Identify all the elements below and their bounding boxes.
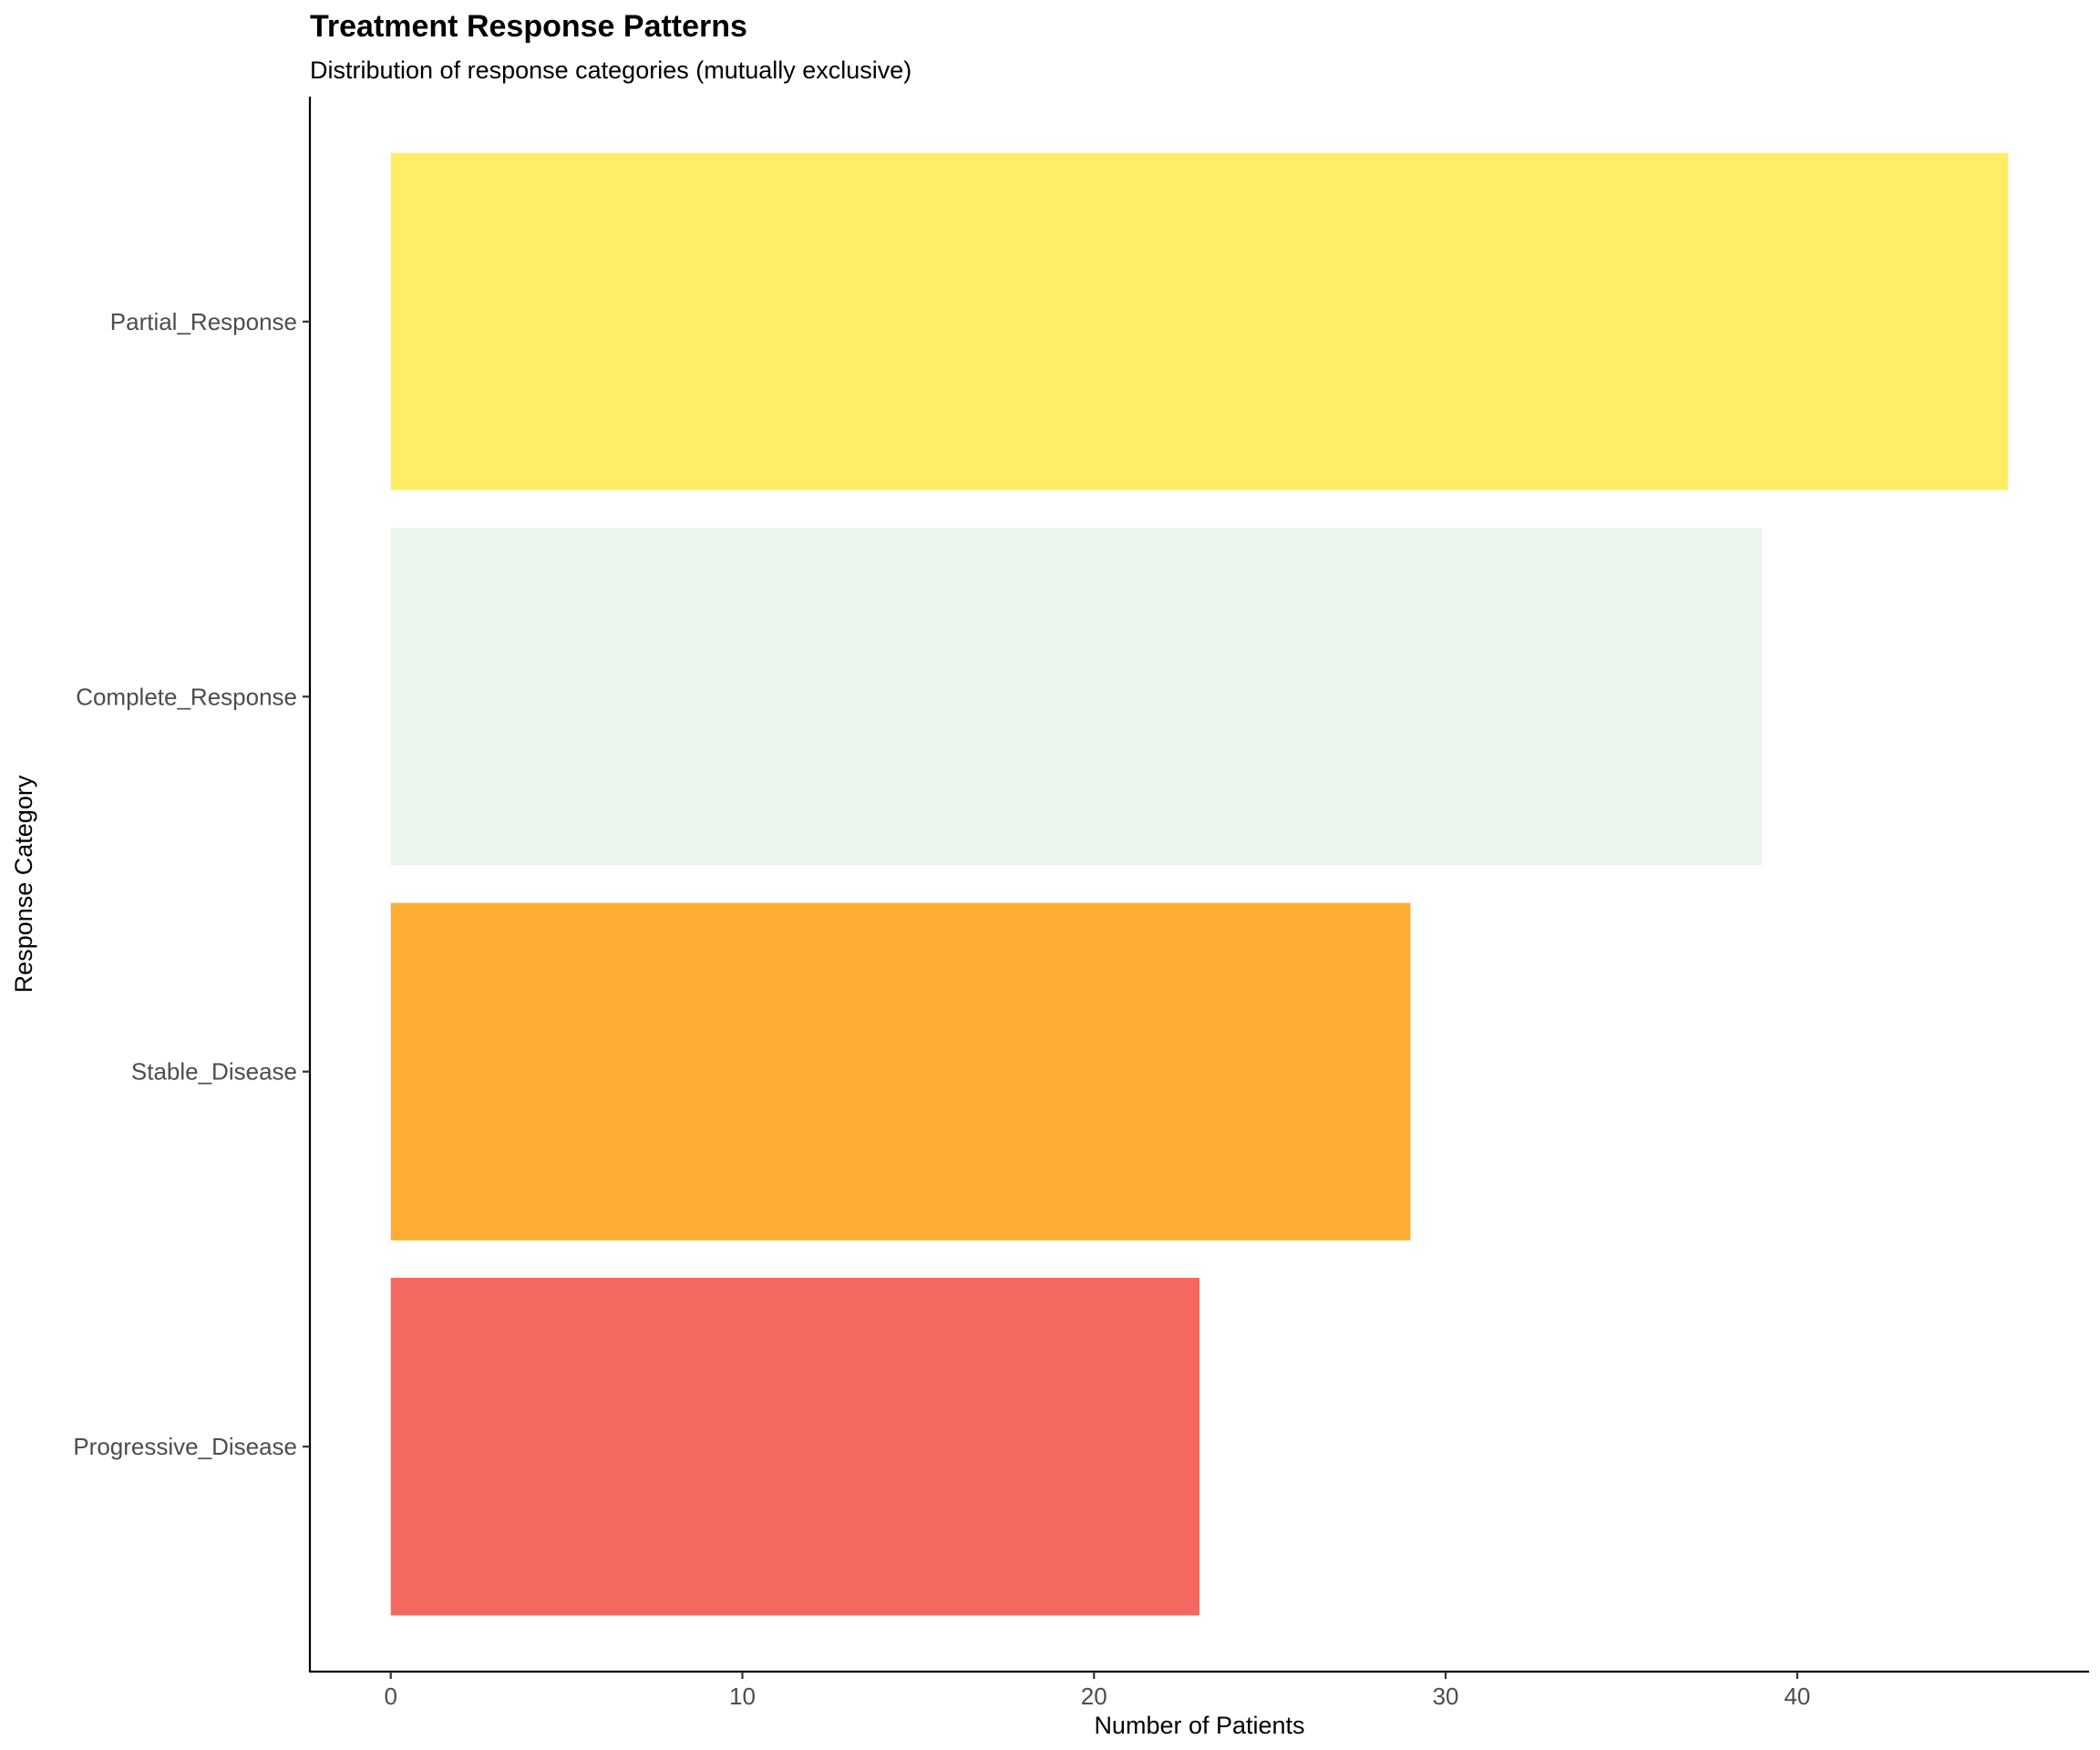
chart-subtitle: Distribution of response categories (mut…	[310, 57, 911, 84]
chart-title: Treatment Response Patterns	[310, 9, 747, 44]
bar-progressive-disease	[390, 1278, 1199, 1616]
x-tick-label-40: 40	[1784, 1683, 1810, 1710]
x-tick-label-20: 20	[1081, 1683, 1107, 1710]
y-axis-title: Response Category	[10, 775, 37, 993]
y-tick-label-complete-response: Complete_Response	[76, 683, 297, 710]
x-axis-title: Number of Patients	[1094, 1712, 1304, 1739]
x-tick-label-30: 30	[1433, 1683, 1459, 1710]
bar-stable-disease	[390, 902, 1411, 1240]
bar-complete-response	[390, 528, 1763, 866]
y-tick-label-progressive-disease: Progressive_Disease	[73, 1433, 297, 1460]
y-tick-label-stable-disease: Stable_Disease	[131, 1058, 297, 1086]
y-tick-label-partial-response: Partial_Response	[110, 308, 297, 335]
bar-partial-response	[390, 152, 2009, 490]
bars-group	[390, 152, 2009, 1616]
x-axis-ticks: 0 10 20 30 40	[384, 1672, 1810, 1710]
x-tick-label-10: 10	[729, 1683, 756, 1710]
x-tick-label-0: 0	[384, 1683, 396, 1710]
y-axis-ticks: Partial_Response Complete_Response Stable_…	[73, 308, 310, 1460]
